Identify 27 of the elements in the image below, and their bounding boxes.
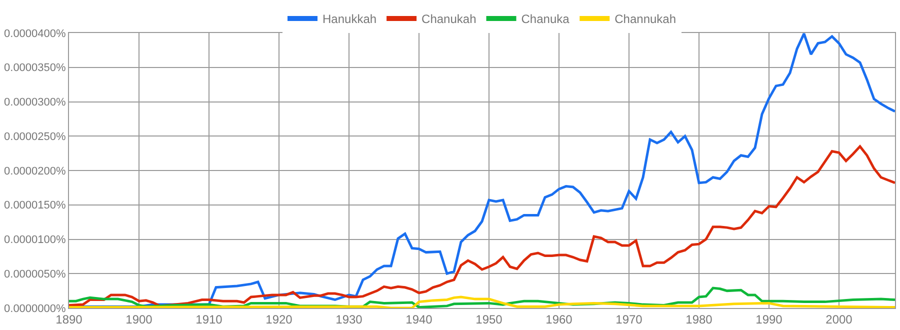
x-tick-label: 1940 bbox=[406, 312, 433, 326]
legend-label: Chanuka bbox=[521, 12, 570, 26]
y-tick-label: 0.0000100% bbox=[4, 234, 66, 246]
legend-label: Channukah bbox=[614, 12, 676, 26]
y-tick-label: 0.0000150% bbox=[4, 200, 66, 212]
y-tick-label: 0.0000000% bbox=[4, 302, 66, 315]
y-tick-label: 0.0000400% bbox=[4, 28, 66, 40]
line-series bbox=[69, 296, 895, 308]
x-tick-label: 1970 bbox=[616, 312, 643, 326]
y-tick-label: 0.0000250% bbox=[4, 130, 66, 143]
legend-label: Hanukkah bbox=[322, 12, 377, 26]
y-tick-label: 0.0000200% bbox=[4, 165, 66, 178]
x-tick-label: 1990 bbox=[756, 312, 783, 326]
x-tick-label: 1900 bbox=[126, 312, 153, 326]
x-tick-label: 1910 bbox=[196, 312, 223, 326]
y-tick-label: 0.0000300% bbox=[4, 96, 66, 109]
x-tick-label: 1960 bbox=[546, 312, 573, 326]
line-series bbox=[69, 145, 895, 308]
y-tick-label: 0.0000050% bbox=[4, 268, 66, 280]
x-tick-label: 2000 bbox=[826, 312, 853, 326]
x-tick-label: 1950 bbox=[476, 312, 503, 326]
x-tick-label: 1920 bbox=[266, 312, 293, 326]
legend-label: Chanukah bbox=[422, 12, 476, 26]
x-tick-label: 1890 bbox=[56, 312, 83, 326]
x-tick-label: 1930 bbox=[336, 312, 363, 326]
y-tick-label: 0.0000350% bbox=[4, 62, 66, 74]
x-tick-label: 1980 bbox=[686, 312, 713, 326]
